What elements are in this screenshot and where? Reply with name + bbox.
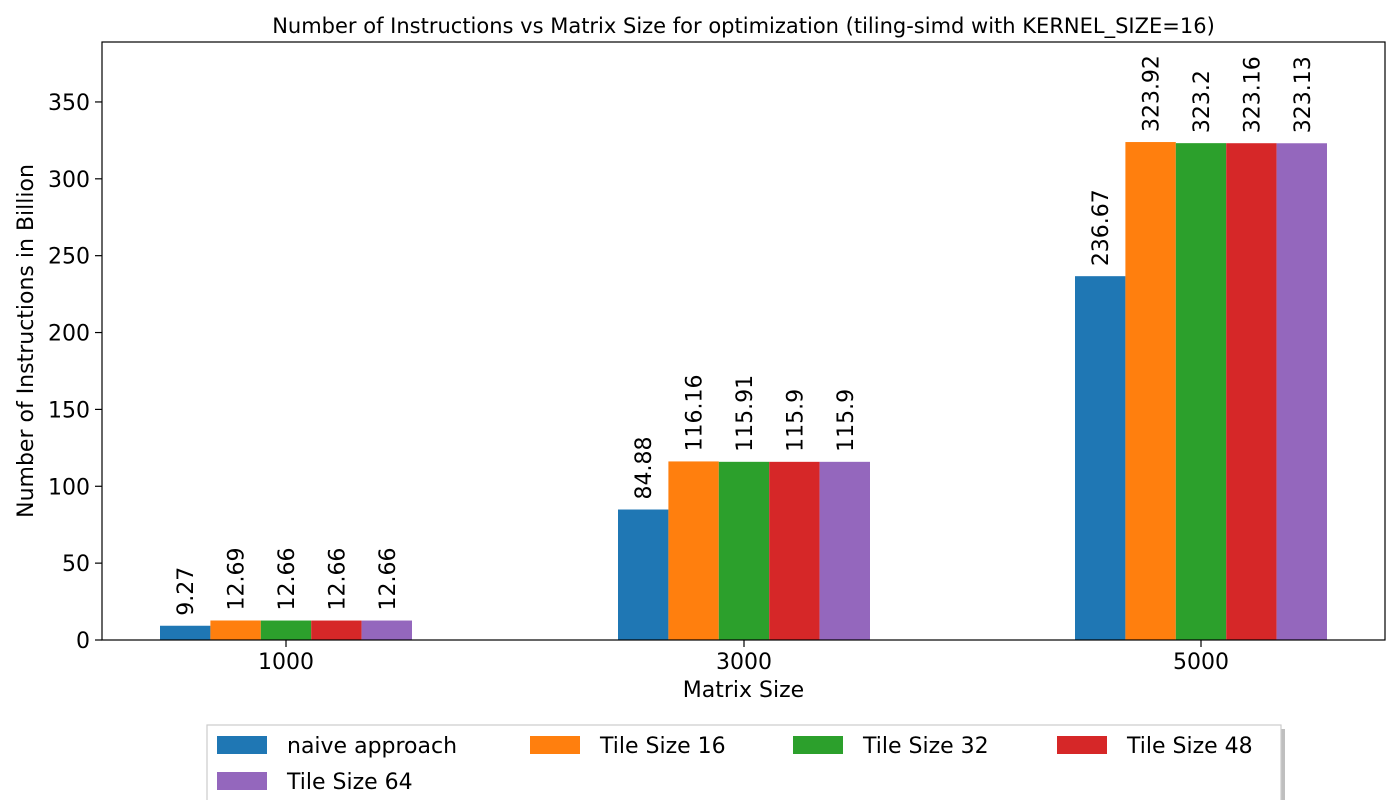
bar-tile-size-32-3000 — [718, 461, 770, 640]
bar-tile-size-64-3000 — [819, 461, 870, 640]
y-tick-label: 300 — [48, 168, 90, 193]
data-label: 323.13 — [1291, 56, 1316, 133]
legend-label: naive approach — [287, 734, 457, 759]
bar-tile-size-48-3000 — [769, 461, 820, 640]
data-label: 116.16 — [683, 374, 708, 451]
data-label: 323.2 — [1190, 70, 1215, 133]
x-tick-label: 3000 — [716, 650, 772, 675]
legend-swatch — [793, 736, 843, 754]
bar-tile-size-16-5000 — [1125, 142, 1176, 640]
y-tick-label: 200 — [48, 322, 90, 347]
bar-tile-size-16-1000 — [210, 620, 261, 640]
bar-tile-size-32-1000 — [260, 620, 312, 640]
data-label: 115.91 — [733, 375, 758, 452]
y-axis: 0 50 100 150 200 250 300 350 — [48, 91, 102, 654]
legend: naive approach Tile Size 16 Tile Size 32 Ti… — [206, 724, 1285, 800]
legend-swatch — [530, 736, 580, 754]
y-tick-label: 100 — [48, 475, 90, 500]
data-label: 12.66 — [325, 548, 350, 611]
data-label: 323.92 — [1140, 55, 1165, 132]
x-axis: 1000 3000 5000 — [258, 640, 1229, 675]
bar-tile-size-64-5000 — [1276, 143, 1327, 640]
bar-tile-size-16-3000 — [668, 461, 719, 640]
legend-label: Tile Size 32 — [862, 734, 989, 759]
bar-naive-approach-3000 — [618, 509, 669, 640]
data-label: 236.67 — [1089, 189, 1114, 266]
legend-item-naive-approach: naive approach — [217, 734, 457, 759]
legend-item-tile-size-32: Tile Size 32 — [793, 734, 989, 759]
data-label: 12.69 — [225, 548, 250, 611]
bar-tile-size-48-5000 — [1226, 143, 1277, 641]
bars-layer — [160, 142, 1327, 641]
data-label: 9.27 — [174, 567, 199, 616]
legend-label: Tile Size 48 — [1126, 734, 1253, 759]
y-tick-label: 350 — [48, 91, 90, 116]
legend-label: Tile Size 16 — [599, 734, 726, 759]
bar-tile-size-32-5000 — [1175, 143, 1227, 640]
bar-tile-size-48-1000 — [311, 620, 362, 640]
x-tick-label: 1000 — [258, 650, 314, 675]
bar-tile-size-64-1000 — [361, 620, 412, 640]
data-label: 12.66 — [275, 548, 300, 611]
y-tick-label: 0 — [76, 629, 90, 654]
y-tick-label: 250 — [48, 245, 90, 270]
x-axis-label: Matrix Size — [683, 678, 804, 703]
y-tick-label: 150 — [48, 398, 90, 423]
legend-swatch — [217, 772, 267, 790]
chart-title: Number of Instructions vs Matrix Size fo… — [272, 14, 1215, 39]
legend-swatch — [217, 736, 267, 754]
data-label: 84.88 — [632, 437, 657, 500]
bar-naive-approach-1000 — [160, 625, 211, 640]
legend-item-tile-size-16: Tile Size 16 — [530, 734, 726, 759]
data-labels-layer: 9.27 84.88 236.67 12.69 116.16 323.92 12.66 115… — [174, 55, 1316, 616]
legend-item-tile-size-64: Tile Size 64 — [217, 770, 413, 795]
data-label: 12.66 — [376, 548, 401, 611]
data-label: 323.16 — [1240, 56, 1265, 133]
x-tick-label: 5000 — [1173, 650, 1229, 675]
y-tick-label: 50 — [62, 552, 90, 577]
bar-naive-approach-5000 — [1075, 276, 1126, 640]
legend-swatch — [1057, 736, 1107, 754]
legend-items: naive approach Tile Size 16 Tile Size 32 Ti… — [217, 734, 1253, 795]
legend-label: Tile Size 64 — [286, 770, 413, 795]
legend-item-tile-size-48: Tile Size 48 — [1057, 734, 1253, 759]
y-axis-label: Number of Instructions in Billion — [14, 164, 39, 518]
data-label: 115.9 — [783, 389, 808, 452]
data-label: 115.9 — [834, 389, 859, 452]
